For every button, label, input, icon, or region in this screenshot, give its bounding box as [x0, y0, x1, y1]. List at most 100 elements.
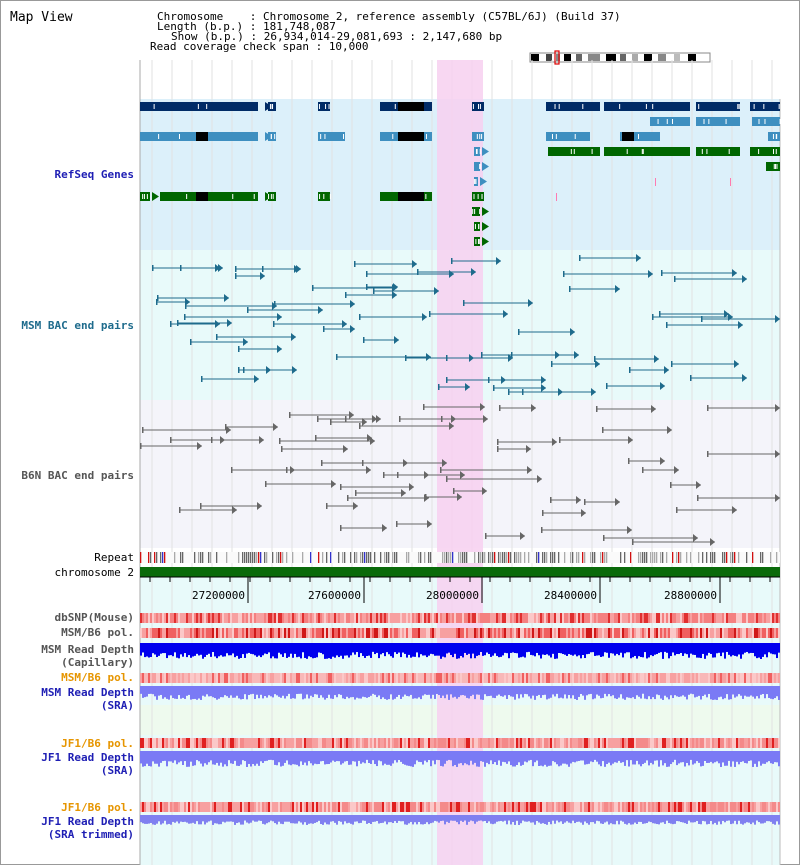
msm-depth-sra-bar — [448, 686, 450, 700]
jf1-depth-trim-bar — [338, 815, 340, 822]
jf1-b6-pol-heat-cell — [580, 738, 582, 748]
msm-b6-pol-heat-cell — [240, 628, 242, 638]
dbsnp-heat-cell — [748, 613, 750, 623]
msm-b6-pol-heat-cell — [390, 628, 392, 638]
jf1-depth-trim-bar — [216, 815, 218, 824]
jf1-b6-pol2-heat-cell — [356, 802, 358, 812]
msm-depth-cap-bar — [584, 643, 586, 659]
dbsnp-heat-cell — [672, 613, 674, 623]
jf1-depth-trim-bar — [412, 815, 414, 825]
b6n-bac-pair-end — [542, 510, 544, 516]
dbsnp-heat-cell — [194, 613, 196, 623]
msm-bac-pair-arrow — [664, 366, 669, 374]
msm-b6-pol2-heat-cell — [536, 673, 538, 683]
jf1-depth-trim-bar — [600, 815, 602, 824]
dbsnp-heat-cell — [586, 613, 588, 623]
jf1-depth-sra-bar — [732, 751, 734, 762]
jf1-depth-sra-bar — [646, 751, 648, 761]
repeat-element — [570, 552, 572, 563]
msm-depth-cap-bar — [632, 643, 634, 658]
msm-depth-sra-bar — [290, 686, 292, 699]
dbsnp-heat-cell — [216, 613, 218, 623]
jf1-depth-sra-bar — [708, 751, 710, 763]
jf1-b6-pol-heat-cell — [272, 738, 274, 748]
jf1-depth-trim-bar — [716, 815, 718, 825]
msm-depth-sra-bar — [292, 686, 294, 699]
refseq-intron-tick — [146, 194, 148, 199]
chromosome-ideogram[interactable] — [528, 50, 713, 66]
jf1-b6-pol2-heat-cell — [414, 802, 416, 812]
jf1-b6-pol-heat-cell — [560, 738, 562, 748]
msm-b6-pol2-heat-cell — [664, 673, 666, 683]
msm-depth-cap-bar — [264, 643, 266, 654]
b6n-bac-pair-arrow — [775, 404, 780, 412]
msm-b6-pol2-heat-cell — [366, 673, 368, 683]
dbsnp-heat-cell — [256, 613, 258, 623]
msm-b6-pol2-heat-cell — [166, 673, 168, 683]
jf1-b6-pol2-heat-cell — [532, 802, 534, 812]
dbsnp-heat-cell — [220, 613, 222, 623]
msm-depth-sra-bar — [194, 686, 196, 699]
dbsnp-heat-cell — [556, 613, 558, 623]
refseq-intron-tick — [153, 104, 155, 109]
b6n-bac-pair-arrow — [259, 436, 264, 444]
dbsnp-heat-cell — [476, 613, 478, 623]
repeat-element — [506, 552, 508, 563]
jf1-b6-pol2-heat-cell — [338, 802, 340, 812]
jf1-b6-pol-heat-cell — [764, 738, 766, 748]
dbsnp-heat-cell — [208, 613, 210, 623]
dbsnp-heat-cell — [526, 613, 528, 623]
jf1-depth-sra-bar — [504, 751, 506, 763]
jf1-b6-pol2-heat-cell — [524, 802, 526, 812]
msm-bac-pair-end — [345, 292, 347, 298]
msm-depth-sra-bar — [304, 686, 306, 699]
jf1-depth-trim-bar — [376, 815, 378, 822]
jf1-b6-pol2-heat-cell — [714, 802, 716, 812]
msm-depth-cap-bar — [210, 643, 212, 657]
msm-bac-pair-end — [243, 367, 245, 373]
msm-b6-pol-heat-cell — [512, 628, 514, 638]
msm-depth-sra-bar — [492, 686, 494, 698]
msm-depth-sra-bar — [490, 686, 492, 696]
msm-bac-pair-arrow — [296, 265, 301, 273]
msm-depth-cap-bar — [762, 643, 764, 657]
msm-b6-pol-heat-cell — [368, 628, 370, 638]
dbsnp-heat-cell — [608, 613, 610, 623]
msm-b6-pol2-heat-cell — [618, 673, 620, 683]
repeat-element — [656, 552, 658, 563]
axis-tick-label: 27600000 — [308, 589, 361, 602]
refseq-intron-tick — [476, 149, 478, 154]
dbsnp-heat-cell — [564, 613, 566, 623]
jf1-depth-sra-bar — [360, 751, 362, 764]
jf1-b6-pol2-heat-cell — [650, 802, 652, 812]
jf1-b6-pol-heat-cell — [656, 738, 658, 748]
jf1-b6-pol-heat-cell — [284, 738, 286, 748]
msm-b6-pol-heat-cell — [274, 628, 276, 638]
jf1-b6-pol-heat-cell — [568, 738, 570, 748]
repeat-element — [266, 552, 268, 563]
msm-depth-cap-bar — [378, 643, 380, 659]
msm-b6-pol2-heat-cell — [776, 673, 778, 683]
msm-depth-cap-bar — [412, 643, 414, 657]
jf1-b6-pol2-heat-cell — [402, 802, 404, 812]
jf1-b6-pol-heat-cell — [384, 738, 386, 748]
msm-depth-cap-bar — [270, 643, 272, 659]
jf1-b6-pol-heat-cell — [608, 738, 610, 748]
repeat-element — [488, 552, 490, 563]
msm-b6-pol-heat-cell — [674, 628, 676, 638]
dbsnp-heat-cell — [406, 613, 408, 623]
jf1-b6-pol-heat-cell — [160, 738, 162, 748]
msm-depth-cap-bar — [312, 643, 314, 659]
repeat-element — [242, 552, 244, 563]
jf1-b6-pol-heat-cell — [504, 738, 506, 748]
refseq-marker-tick — [655, 178, 656, 186]
jf1-depth-sra-bar — [604, 751, 606, 767]
msm-b6-pol-heat-cell — [596, 628, 598, 638]
refseq-intron-tick — [708, 119, 710, 124]
jf1-depth-trim-bar — [154, 815, 156, 825]
jf1-b6-pol2-heat-cell — [466, 802, 468, 812]
dbsnp-heat-cell — [326, 613, 328, 623]
jf1-depth-trim-bar — [704, 815, 706, 822]
msm-b6-pol-heat-cell — [692, 628, 694, 638]
